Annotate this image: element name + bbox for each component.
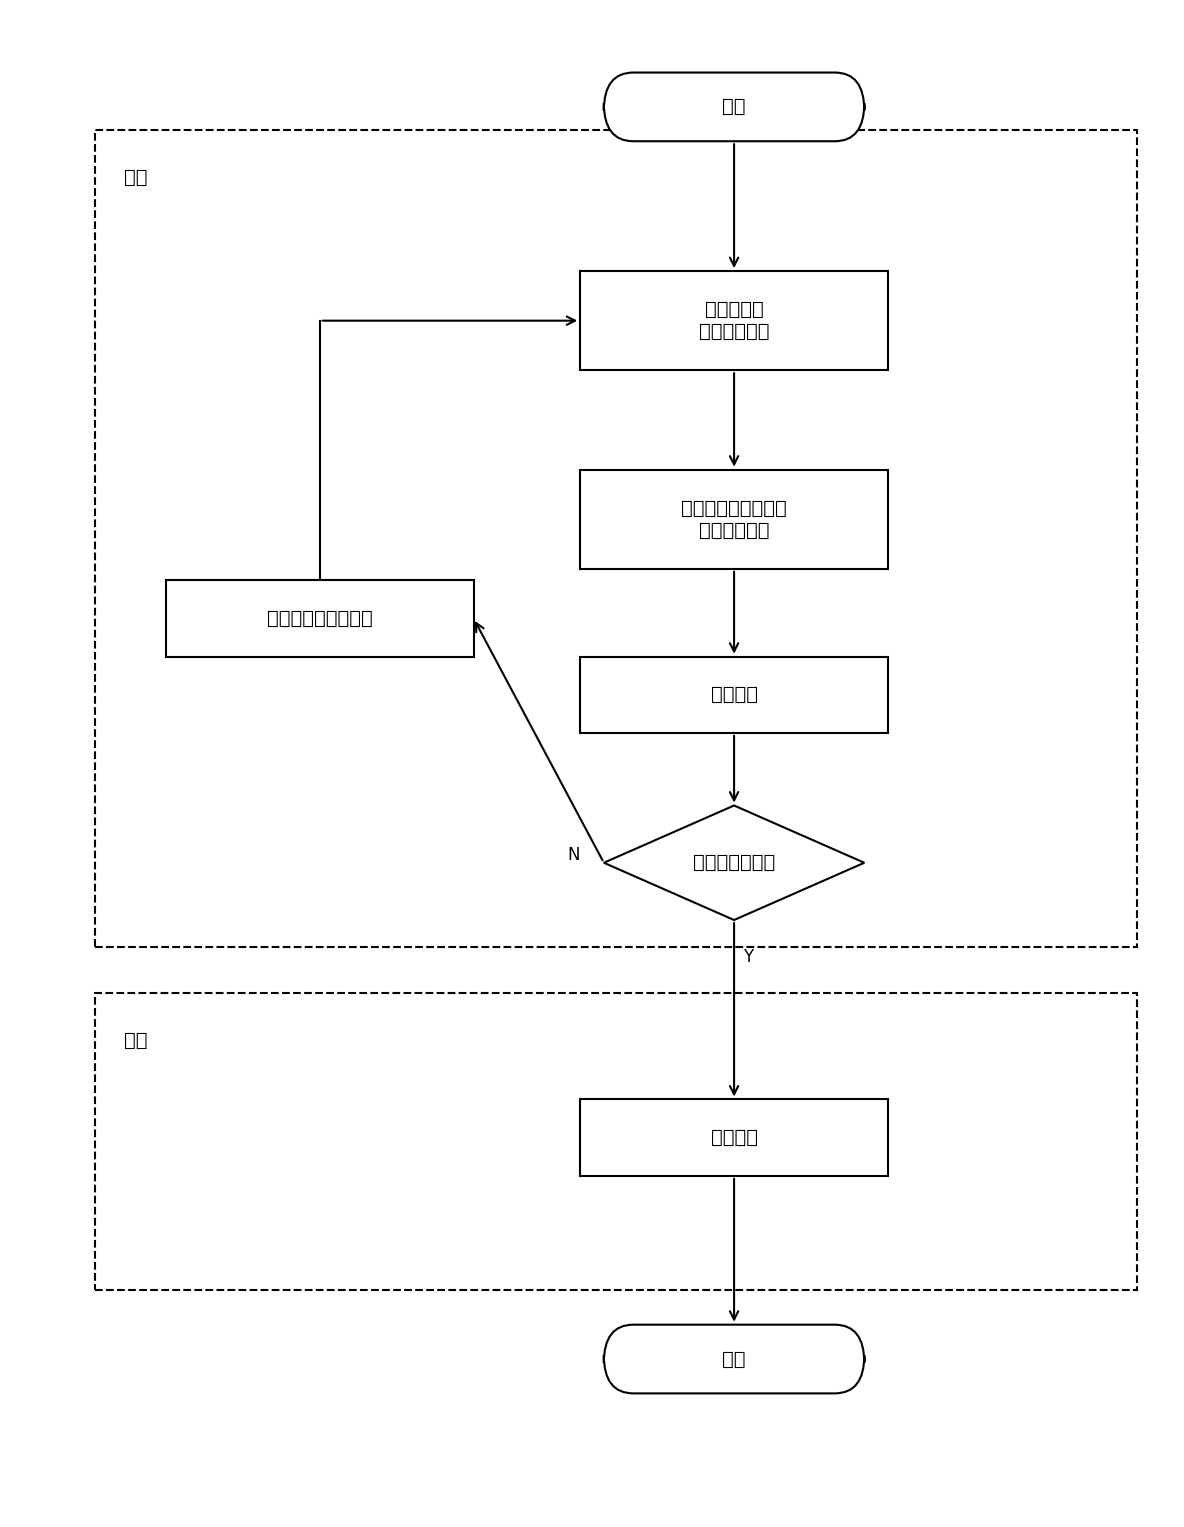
Text: 后端: 后端 [124,1031,148,1049]
FancyBboxPatch shape [604,1324,864,1393]
Text: 等待下一帧激光数据: 等待下一帧激光数据 [266,609,373,628]
FancyBboxPatch shape [580,1099,888,1176]
Text: 闭环检测: 闭环检测 [710,1128,758,1147]
FancyBboxPatch shape [580,272,888,370]
Text: 拼接当前帧和上一帧
激光点云数据: 拼接当前帧和上一帧 激光点云数据 [681,499,787,539]
Polygon shape [604,806,864,919]
FancyBboxPatch shape [580,469,888,568]
FancyBboxPatch shape [166,580,474,657]
Text: 已生成一个子图: 已生成一个子图 [693,854,776,872]
Text: 生成子图: 生成子图 [710,686,758,704]
Text: N: N [567,846,580,864]
FancyBboxPatch shape [604,72,864,140]
Text: Y: Y [744,947,753,965]
Text: 前端: 前端 [124,168,148,186]
Text: 获取和处理
激光点云数据: 获取和处理 激光点云数据 [699,301,770,341]
Text: 结束: 结束 [722,1350,746,1368]
FancyBboxPatch shape [580,657,888,733]
Text: 开始: 开始 [722,98,746,116]
